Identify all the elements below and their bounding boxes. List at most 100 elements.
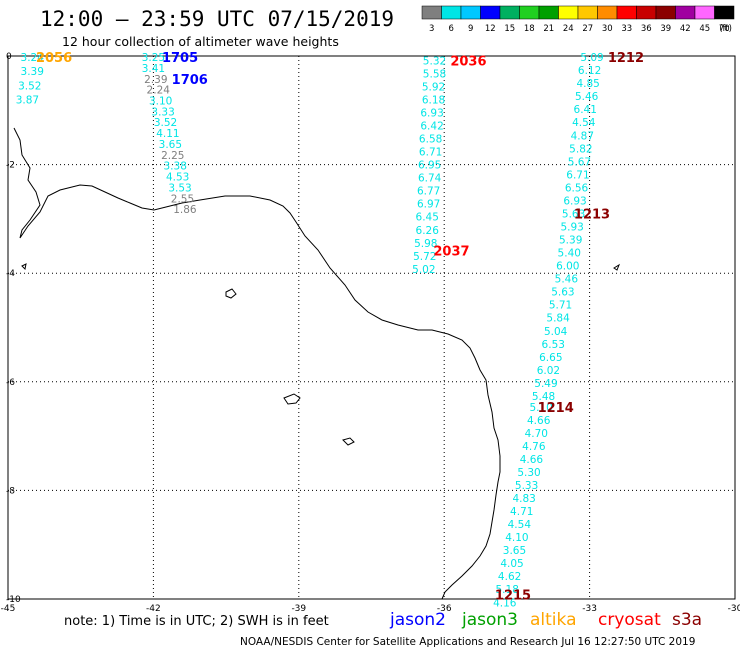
wave-height-reading: 5.63 xyxy=(551,287,574,299)
pass-time-label: 1215 xyxy=(495,589,531,604)
wave-height-reading: 1.86 xyxy=(173,204,197,216)
wave-height-reading: 4.10 xyxy=(505,532,528,544)
colorbar-tick-label: 21 xyxy=(543,24,554,34)
longitude-tick: -45 xyxy=(1,604,16,614)
colorbar-swatch xyxy=(441,5,462,20)
colorbar-swatch xyxy=(675,5,696,20)
wave-height-reading: 3.10 xyxy=(149,96,172,108)
latitude-tick: 0 xyxy=(6,52,12,62)
colorbar-tick-label: 15 xyxy=(504,24,515,34)
wave-height-reading: 4.71 xyxy=(510,506,533,518)
wave-height-reading: 6.95 xyxy=(418,160,441,172)
wave-height-reading: 3.39 xyxy=(21,66,44,78)
wave-height-reading: 5.09 xyxy=(580,52,603,64)
colorbar-legend: 3 6 9 12 15 18 21 24 27 30 33 36 39 42 45 70(ft) xyxy=(421,5,735,34)
wave-height-reading: 5.63 xyxy=(562,208,585,220)
wave-height-reading: 6.02 xyxy=(537,365,560,377)
pass-time-label: 1214 xyxy=(538,401,574,416)
wave-height-reading: 6.58 xyxy=(419,134,442,146)
island-3 xyxy=(342,437,355,446)
colorbar-swatch xyxy=(655,5,676,20)
wave-height-reading: 4.83 xyxy=(512,493,535,505)
mission-name: s3a xyxy=(672,610,702,630)
wave-height-reading: 5.84 xyxy=(546,313,570,325)
longitude-tick: -39 xyxy=(291,604,306,614)
wave-height-reading: 3.65 xyxy=(503,545,526,557)
wave-height-reading: 6.12 xyxy=(578,65,601,77)
wave-height-reading: 4.05 xyxy=(500,558,523,570)
wave-height-reading: 5.92 xyxy=(422,81,445,93)
colorbar-tick-label: 6 xyxy=(449,24,454,34)
wave-height-reading: 4.76 xyxy=(522,441,546,453)
wave-height-reading: 3.41 xyxy=(142,63,165,75)
wave-height-reading: 6.45 xyxy=(416,212,439,224)
longitude-tick-labels: -45 -42 -39 -36 -33 -30 xyxy=(1,604,740,614)
wave-height-reading: 6.00 xyxy=(556,261,579,273)
colorbar-unit: (ft) xyxy=(719,24,732,34)
coastline-north xyxy=(13,127,501,600)
map-subtitle: 12 hour collection of altimeter wave hei… xyxy=(62,34,339,49)
mission-name: jason2 xyxy=(389,610,446,630)
colorbar-swatch xyxy=(499,5,520,20)
wave-height-reading: 5.67 xyxy=(568,156,591,168)
wave-height-reading: 5.02 xyxy=(412,264,435,276)
wave-height-reading: 3.53 xyxy=(168,182,191,194)
altimeter-pass: 3.253.412.392.243.103.333.524.113.652.25… xyxy=(142,51,208,216)
longitude-tick: -36 xyxy=(437,604,452,614)
wave-height-reading: 6.93 xyxy=(420,107,443,119)
colorbar-tick-label: 24 xyxy=(563,24,574,34)
latitude-tick: -10 xyxy=(6,595,21,605)
wave-height-reading: 4.16 xyxy=(493,597,517,609)
colorbar-swatch xyxy=(558,5,579,20)
wave-height-reading: 6.42 xyxy=(420,121,443,133)
pass-time-label: 2036 xyxy=(450,54,486,69)
colorbar-swatch xyxy=(616,5,637,20)
wave-height-reading: 4.87 xyxy=(571,130,594,142)
colorbar-tick-label: 3 xyxy=(429,24,434,34)
wave-height-reading: 4.11 xyxy=(156,128,179,140)
wave-height-reading: 4.85 xyxy=(576,78,599,90)
colorbar-tick-label: 70 xyxy=(719,24,730,34)
wave-height-reading: 5.33 xyxy=(515,480,538,492)
wave-height-reading: 6.77 xyxy=(417,186,440,198)
wave-height-reading: 5.98 xyxy=(414,238,437,250)
colorbar-swatch xyxy=(480,5,501,20)
island-2 xyxy=(283,393,301,405)
wave-height-reading: 4.70 xyxy=(525,428,548,440)
wave-height-reading: 3.24 xyxy=(21,52,45,64)
colorbar-swatch xyxy=(460,5,481,20)
wave-height-reading: 6.97 xyxy=(417,199,440,211)
colorbar-tick-label: 33 xyxy=(621,24,632,34)
latitude-tick: -4 xyxy=(6,269,15,279)
map-frame xyxy=(7,55,736,600)
mission-legend: jason2 jason3 altika cryosat s3a xyxy=(389,610,702,630)
colorbar-swatch xyxy=(694,5,715,20)
wave-height-reading: 6.71 xyxy=(419,147,442,159)
longitude-tick: -33 xyxy=(582,604,597,614)
pass-time-label: 1213 xyxy=(574,207,610,222)
colorbar-tick-label: 36 xyxy=(641,24,652,34)
wave-height-reading: 5.30 xyxy=(517,467,540,479)
wave-height-reading: 4.53 xyxy=(166,172,189,184)
pass-time-label: 2056 xyxy=(36,51,72,66)
latitude-tick: -6 xyxy=(6,378,15,388)
wave-height-reading: 4.62 xyxy=(498,571,521,583)
wave-height-reading: 2.55 xyxy=(171,193,194,205)
wave-height-reading: 5.93 xyxy=(560,222,583,234)
wave-height-reading: 5.82 xyxy=(569,143,592,155)
colorbar-swatch xyxy=(421,5,442,20)
mission-name: cryosat xyxy=(598,610,661,630)
wave-height-reading: 6.53 xyxy=(542,339,565,351)
wave-height-reading: 3.52 xyxy=(154,117,177,129)
wave-height-reading: 5.46 xyxy=(555,274,579,286)
wave-height-reading: 6.26 xyxy=(416,225,440,237)
wave-height-reading: 4.54 xyxy=(572,117,596,129)
wave-height-reading: 5.48 xyxy=(532,391,555,403)
colorbar-tick-label: 45 xyxy=(699,24,710,34)
colorbar-tick-label: 27 xyxy=(582,24,593,34)
wave-height-reading: 4.66 xyxy=(527,415,551,427)
wave-height-reading: 5.72 xyxy=(413,251,436,263)
map-title: 12:00 – 23:59 UTC 07/15/2019 xyxy=(40,7,394,31)
wave-height-reading: 4.54 xyxy=(508,519,532,531)
